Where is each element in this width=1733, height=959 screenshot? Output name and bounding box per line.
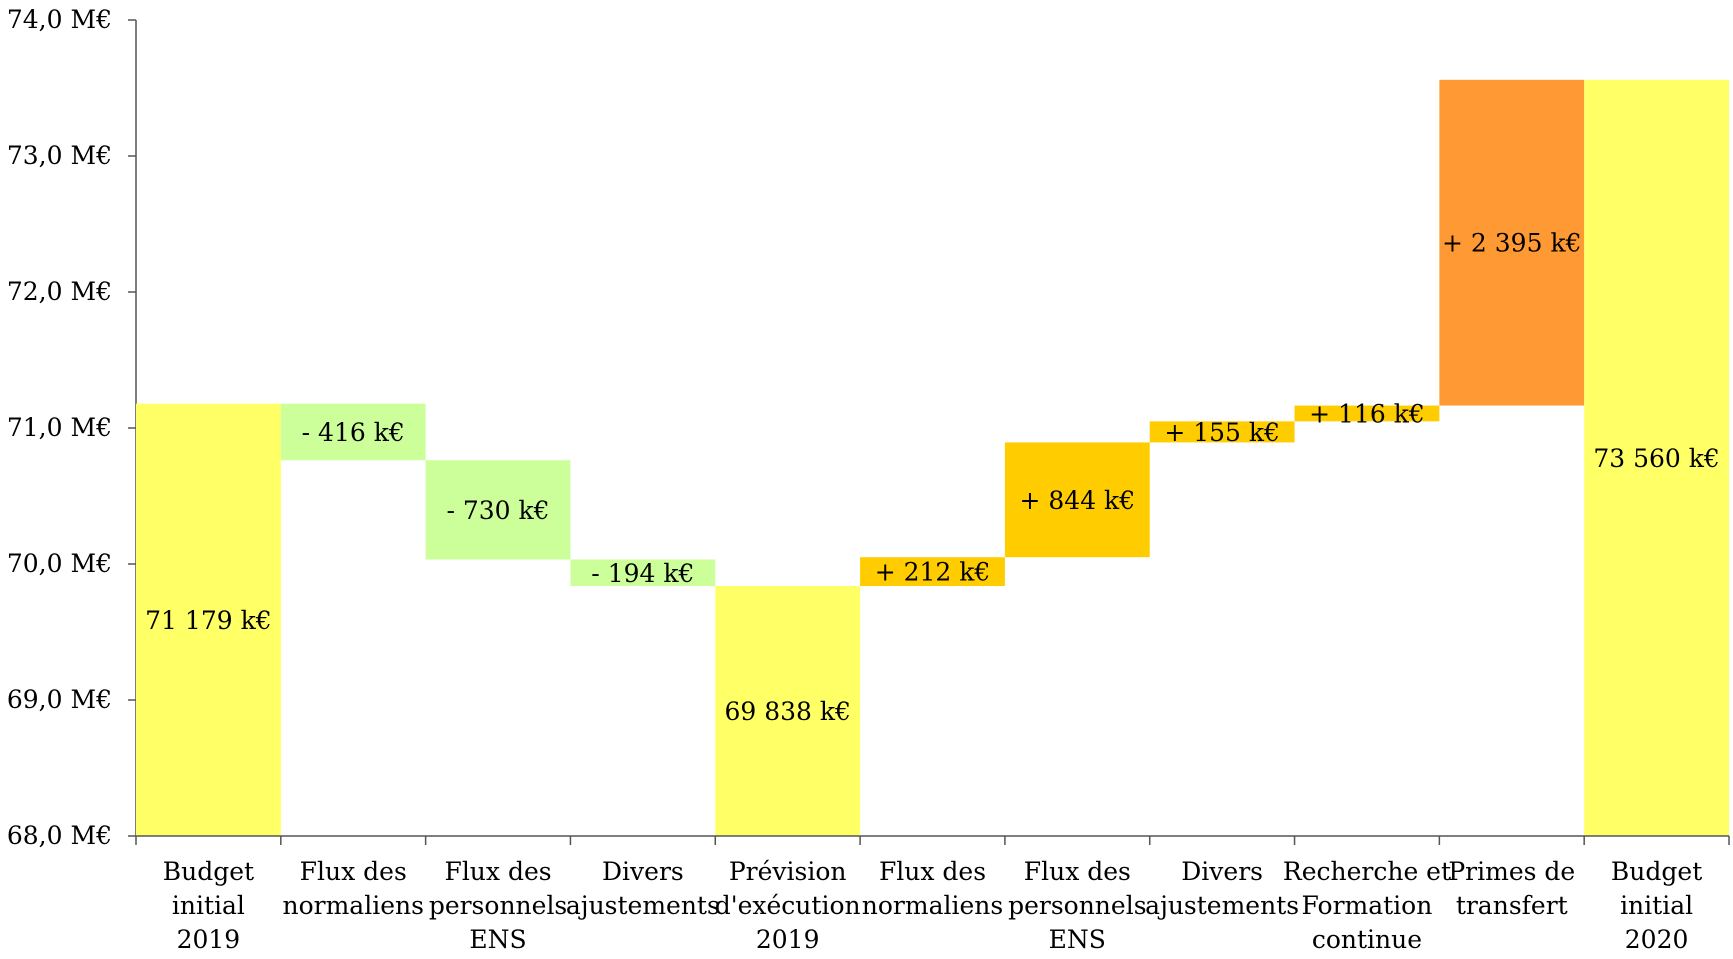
x-category-label-line: 2019 — [177, 925, 241, 954]
waterfall-bar — [1439, 79, 1585, 406]
waterfall-bar — [1294, 405, 1440, 422]
x-category-label-line: personnels — [1008, 891, 1146, 920]
y-tick-label: 69,0 M€ — [7, 685, 112, 714]
x-category-label: Prévision d'exécution 2019 — [715, 857, 861, 954]
y-axis: 68,0 M€ 69,0 M€ 70,0 M€ 71,0 M€ 72,0 M€ 73,0 … — [7, 5, 137, 850]
x-category-label-line: Flux des — [1024, 857, 1131, 886]
x-category-label-line: d'exécution — [715, 891, 861, 920]
x-category-label-line: Flux des — [300, 857, 407, 886]
x-category-label-line: Budget — [163, 857, 254, 886]
x-category-label: Flux des personnels ENS — [429, 857, 567, 954]
x-category-label-line: initial — [1620, 891, 1693, 920]
x-category-label: Recherche et Formation continue — [1283, 857, 1451, 954]
x-category-label-line: Budget — [1611, 857, 1702, 886]
x-category-label: Budget initial 2019 — [163, 857, 254, 954]
y-tick-label: 68,0 M€ — [7, 821, 112, 850]
x-category-label-line: continue — [1312, 925, 1422, 954]
bars: 71 179 k€ - 416 k€ - 730 k€ - 194 k€ 69 838 … — [136, 79, 1729, 837]
waterfall-bar — [1584, 79, 1729, 837]
waterfall-bar — [136, 403, 281, 836]
x-category-label-line: ENS — [469, 925, 526, 954]
waterfall-bar — [280, 403, 426, 461]
x-category-label: Divers ajustements — [566, 857, 720, 920]
bar-value-label: + 155 k€ — [1164, 418, 1280, 447]
y-tick-label: 71,0 M€ — [7, 413, 112, 442]
bar-value-label: - 194 k€ — [591, 559, 694, 588]
x-category-label-line: initial — [172, 891, 245, 920]
x-category-label-line: personnels — [429, 891, 567, 920]
waterfall-bar — [715, 586, 861, 836]
x-category-label: Flux des normaliens — [283, 857, 424, 920]
waterfall-bar — [1149, 421, 1295, 443]
bar-value-label: - 730 k€ — [446, 496, 549, 525]
x-category-label-line: normaliens — [283, 891, 424, 920]
x-category-label-line: Divers — [602, 857, 684, 886]
x-category-label-line: Flux des — [879, 857, 986, 886]
x-category-label: Flux des normaliens — [862, 857, 1003, 920]
x-category-label-line: 2020 — [1625, 925, 1689, 954]
x-category-label-line: Flux des — [444, 857, 551, 886]
x-category-label-line: Divers — [1181, 857, 1263, 886]
bar-value-label: + 844 k€ — [1020, 486, 1136, 515]
x-category-label-line: Formation — [1302, 891, 1433, 920]
waterfall-bar — [570, 559, 716, 587]
y-tick-label: 72,0 M€ — [7, 277, 112, 306]
bar-value-label: 73 560 k€ — [1593, 444, 1719, 473]
y-tick-label: 70,0 M€ — [7, 549, 112, 578]
x-category-label: Flux des personnels ENS — [1008, 857, 1146, 954]
x-category-label: Divers ajustements — [1145, 857, 1299, 920]
bar-value-label: 69 838 k€ — [724, 697, 850, 726]
x-category-label-line: ajustements — [1145, 891, 1299, 920]
x-category-label: Primes de transfert — [1448, 857, 1575, 920]
x-category-label-line: ENS — [1049, 925, 1106, 954]
bar-value-label: - 416 k€ — [302, 418, 405, 447]
x-category-label-line: 2019 — [756, 925, 820, 954]
x-category-label-line: Primes de — [1448, 857, 1575, 886]
x-category-label-line: ajustements — [566, 891, 720, 920]
waterfall-bar — [425, 460, 571, 560]
x-category-label-line: normaliens — [862, 891, 1003, 920]
x-category-label: Budget initial 2020 — [1611, 857, 1702, 954]
y-tick-label: 73,0 M€ — [7, 141, 112, 170]
bar-value-label: 71 179 k€ — [145, 606, 271, 635]
waterfall-bar — [860, 557, 1005, 587]
x-category-label-line: transfert — [1456, 891, 1568, 920]
x-category-label-line: Recherche et — [1283, 857, 1451, 886]
waterfall-bar — [1004, 442, 1150, 558]
y-tick-label: 74,0 M€ — [7, 5, 112, 34]
x-category-label-line: Prévision — [729, 857, 847, 886]
bar-value-label: + 116 k€ — [1309, 399, 1425, 428]
bar-value-label: + 2 395 k€ — [1442, 229, 1581, 258]
bar-value-label: + 212 k€ — [875, 558, 991, 587]
